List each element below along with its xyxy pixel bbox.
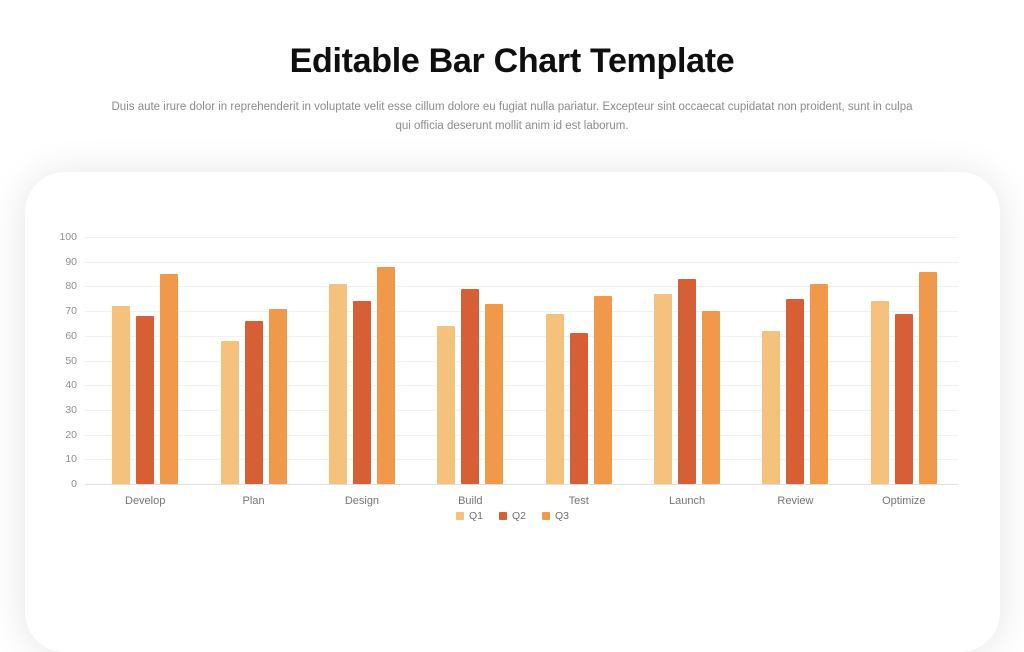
bar-plan-q1 xyxy=(220,340,239,484)
legend-label-q1: Q1 xyxy=(468,510,483,522)
gridline-70 xyxy=(85,311,958,313)
y-axis-tick-10: 10 xyxy=(65,453,77,466)
bar-develop-q3 xyxy=(160,274,179,484)
bar-optimize-q1 xyxy=(870,301,889,484)
subtitle-line-1: Duis aute irure dolor in reprehenderit i… xyxy=(111,101,913,113)
page-title: Editable Bar Chart Template xyxy=(289,42,735,80)
bar-optimize-q3 xyxy=(918,271,937,484)
bar-launch-q3 xyxy=(702,311,721,484)
bar-group-build: Build xyxy=(416,237,524,507)
bar-develop-q2 xyxy=(136,316,155,484)
y-axis-tick-40: 40 xyxy=(65,379,77,392)
bar-group-optimize: Optimize xyxy=(850,237,958,507)
bar-plan-q3 xyxy=(268,308,287,484)
x-axis-label-plan: Plan xyxy=(242,495,265,507)
bar-design-q2 xyxy=(352,301,371,484)
x-axis-label-test: Test xyxy=(568,495,589,507)
legend-swatch-q1 xyxy=(455,512,464,520)
bar-review-q2 xyxy=(786,298,805,484)
bar-launch-q2 xyxy=(678,279,697,484)
bar-design-q1 xyxy=(328,283,347,484)
legend-swatch-q3 xyxy=(542,512,550,520)
x-axis-label-optimize: Optimize xyxy=(882,495,926,507)
bar-build-q1 xyxy=(437,325,456,484)
gridline-20 xyxy=(85,434,958,436)
bar-plan-q2 xyxy=(244,320,263,484)
gridline-0 xyxy=(85,484,958,485)
legend-item-q3: Q3 xyxy=(542,510,569,522)
gridline-50 xyxy=(85,360,958,362)
x-axis-label-design: Design xyxy=(344,495,380,507)
y-axis-tick-80: 80 xyxy=(65,280,77,293)
legend-label-q3: Q3 xyxy=(555,510,570,522)
gridlines: 0 10 20 30 40 50 60 70 80 90 100 xyxy=(59,231,958,490)
chart-legend: Q1 Q2 Q3 xyxy=(25,510,1000,522)
gridline-40 xyxy=(85,385,958,387)
subtitle-line-2: qui officia deserunt mollit anim id est … xyxy=(395,120,629,132)
page-subtitle: Duis aute irure dolor in reprehenderit i… xyxy=(0,98,1024,136)
y-axis-tick-60: 60 xyxy=(65,329,77,342)
x-axis-label-build: Build xyxy=(458,495,483,507)
bar-design-q3 xyxy=(376,266,395,484)
bar-build-q2 xyxy=(461,288,480,484)
y-axis-tick-0: 0 xyxy=(71,478,77,490)
bar-review-q3 xyxy=(810,283,829,484)
bar-group-test: Test xyxy=(525,237,633,507)
bar-optimize-q2 xyxy=(894,313,913,484)
x-axis-label-launch: Launch xyxy=(669,495,706,507)
bar-groups: Develop Plan Design Build Test Launch Review Op… xyxy=(91,237,958,507)
bar-test-q3 xyxy=(593,296,612,484)
gridline-80 xyxy=(85,286,958,288)
gridline-100 xyxy=(85,237,958,238)
legend-label-q2: Q2 xyxy=(511,510,526,522)
bar-test-q1 xyxy=(545,313,564,484)
gridline-30 xyxy=(85,409,958,411)
bar-group-design: Design xyxy=(308,237,416,507)
bar-develop-q1 xyxy=(112,306,131,484)
bar-launch-q1 xyxy=(654,293,673,484)
bar-group-launch: Launch xyxy=(633,237,741,507)
bar-group-review: Review xyxy=(741,237,849,507)
bar-build-q3 xyxy=(485,303,504,484)
gridline-60 xyxy=(85,335,958,337)
legend-item-q2: Q2 xyxy=(498,510,526,522)
bar-group-develop: Develop xyxy=(91,237,199,507)
bar-review-q1 xyxy=(762,330,781,484)
y-axis-tick-30: 30 xyxy=(65,403,77,416)
legend-item-q1: Q1 xyxy=(455,510,483,522)
y-axis-tick-50: 50 xyxy=(65,354,77,367)
chart-card: 0 10 20 30 40 50 60 70 80 90 100 Develop Plan Design… xyxy=(25,172,1000,652)
x-axis-label-develop: Develop xyxy=(125,495,166,507)
y-axis-tick-20: 20 xyxy=(65,428,77,441)
x-axis-label-review: Review xyxy=(777,495,814,507)
y-axis-tick-70: 70 xyxy=(65,305,77,318)
bar-chart-plot-area: 0 10 20 30 40 50 60 70 80 90 100 Develop Plan Design… xyxy=(59,231,958,507)
y-axis-tick-90: 90 xyxy=(65,255,77,268)
bar-group-plan: Plan xyxy=(199,237,307,507)
legend-swatch-q2 xyxy=(498,512,507,520)
y-axis-tick-100: 100 xyxy=(59,231,77,243)
gridline-90 xyxy=(85,261,958,263)
bar-test-q2 xyxy=(569,333,588,484)
gridline-10 xyxy=(85,459,958,461)
